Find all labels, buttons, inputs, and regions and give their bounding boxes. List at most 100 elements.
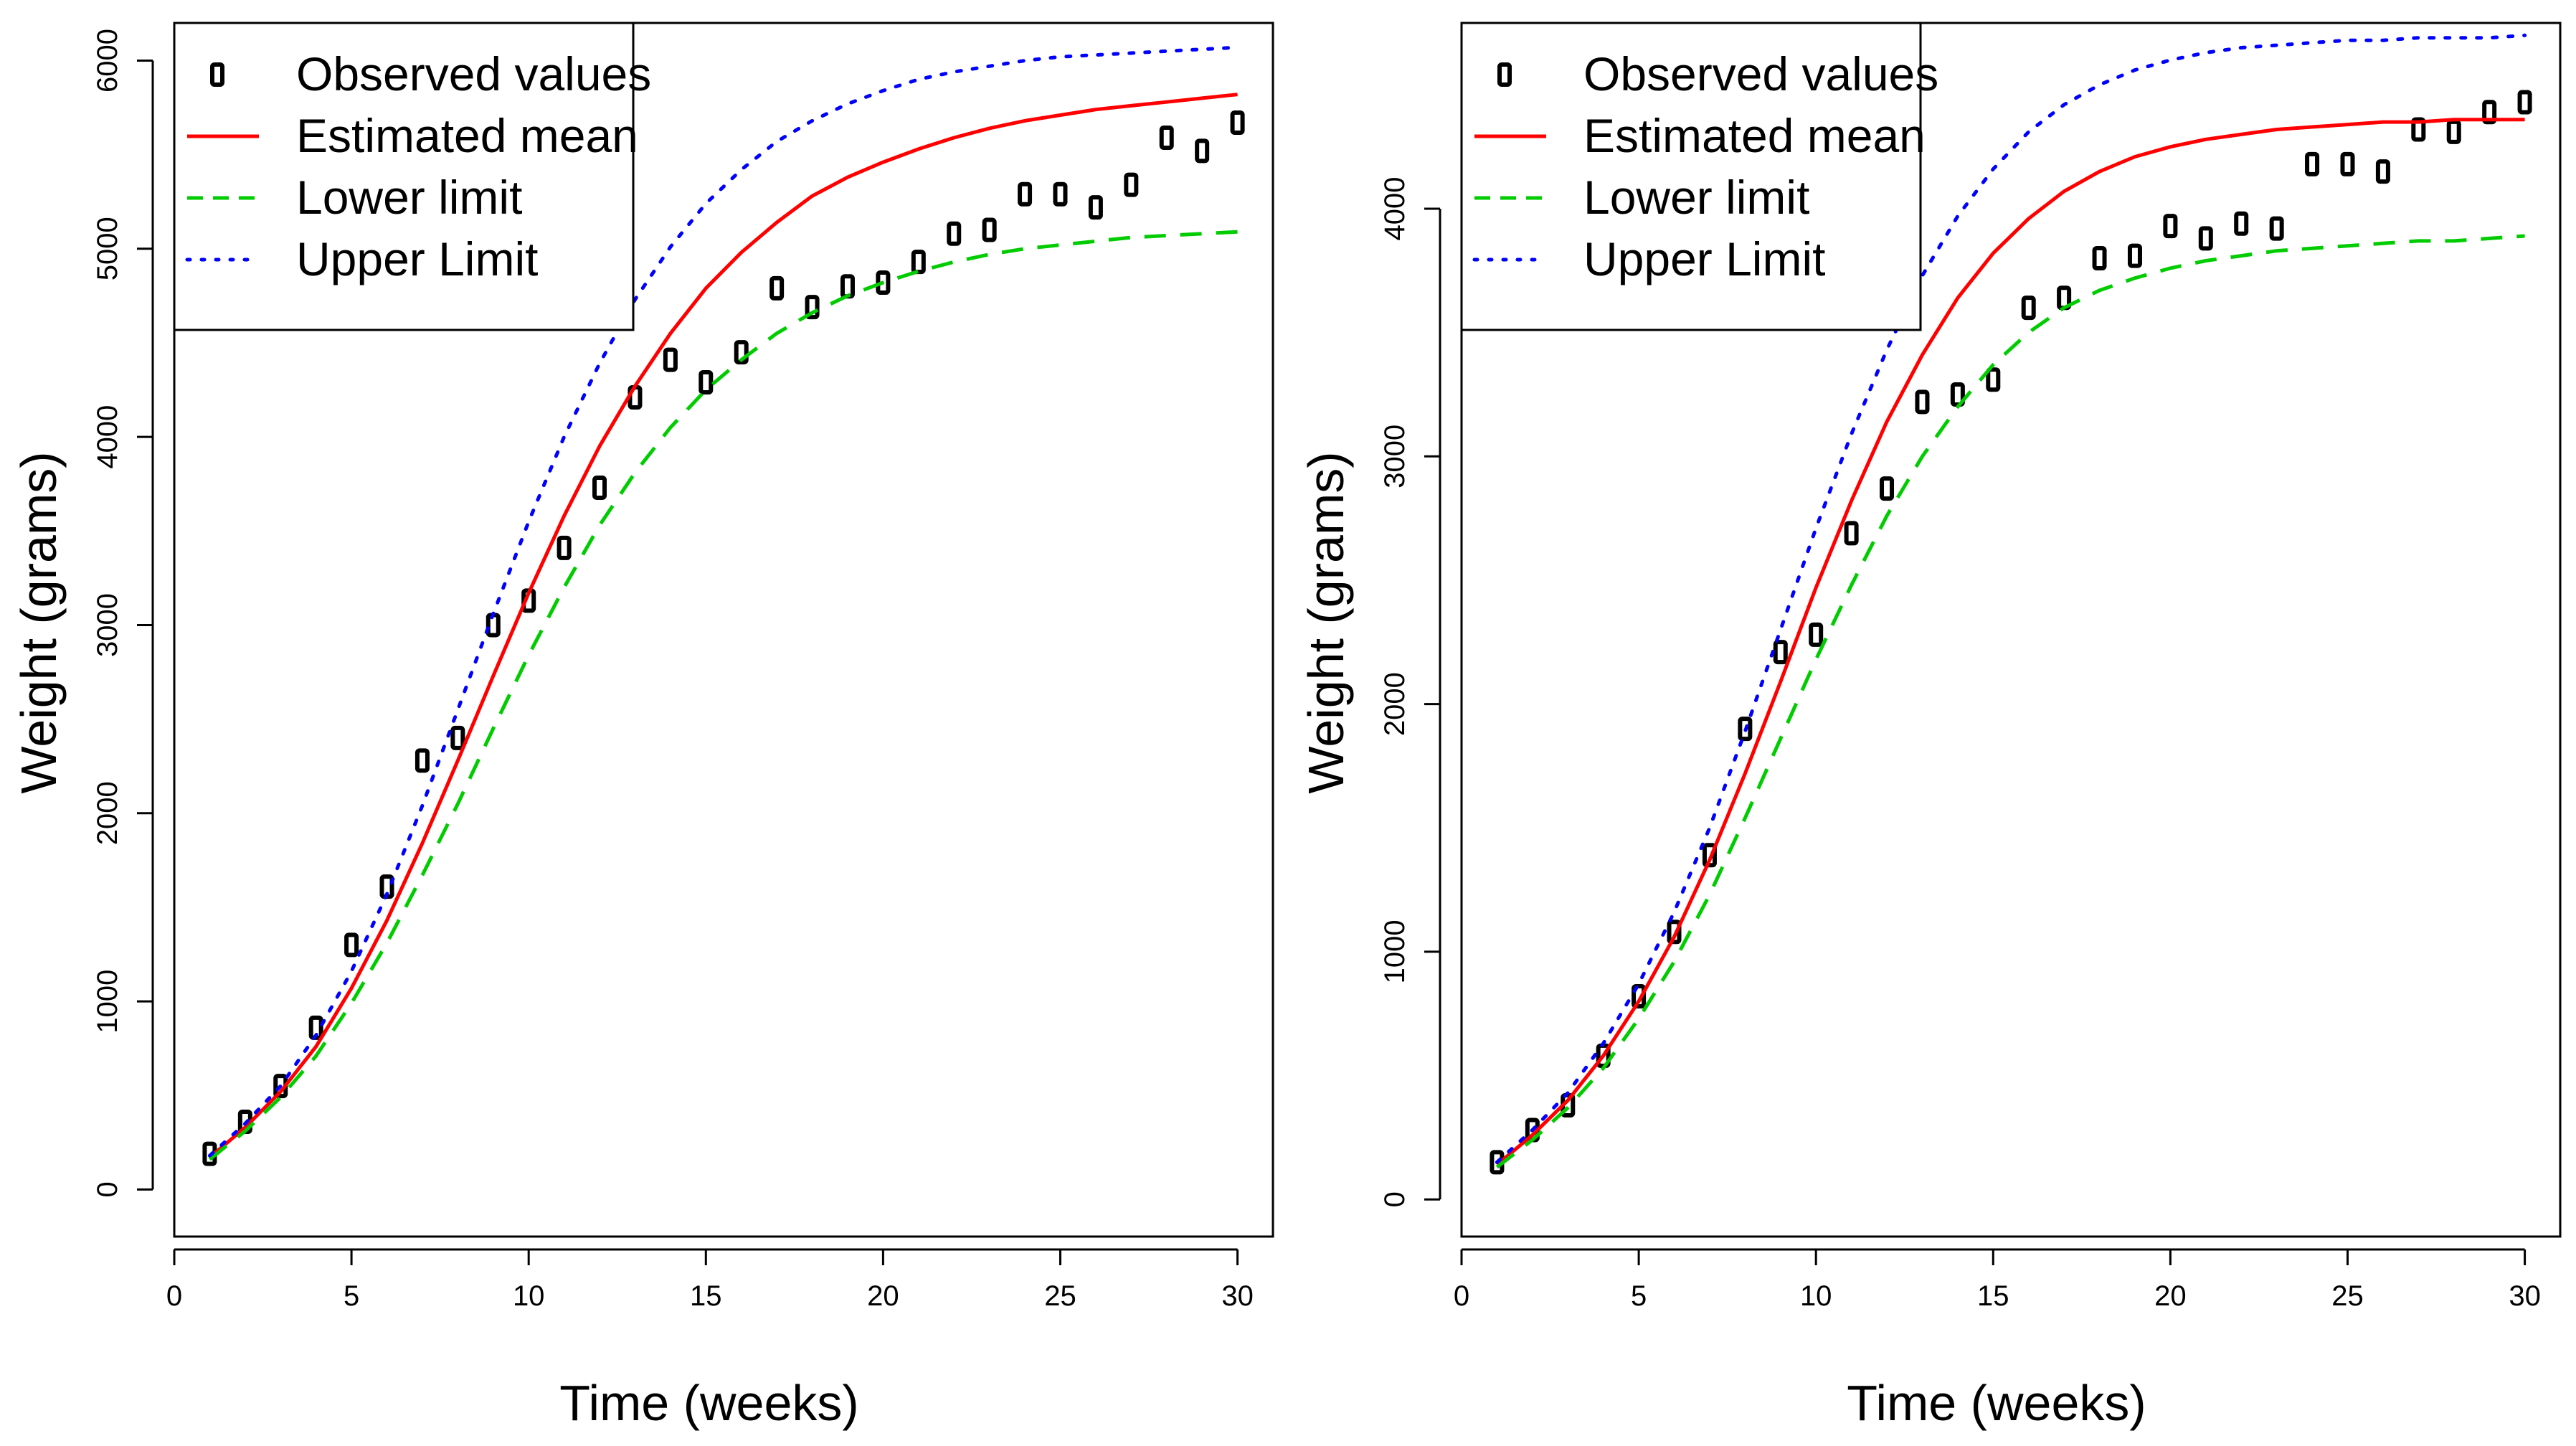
y-tick-label: 0	[1379, 1191, 1411, 1207]
x-tick-label: 20	[867, 1280, 899, 1312]
y-tick-label: 1000	[1379, 920, 1411, 983]
observed-point	[947, 221, 962, 246]
observed-point	[1124, 172, 1139, 197]
observed-point	[1809, 622, 1824, 647]
observed-point	[2411, 117, 2426, 142]
legend-label: Estimated mean	[1583, 109, 1926, 162]
observed-point	[1986, 367, 2001, 392]
observed-point	[805, 295, 820, 320]
observed-point	[911, 250, 926, 275]
y-tick-label: 5000	[92, 217, 123, 280]
x-tick-label: 15	[1977, 1280, 2009, 1312]
observed-point	[1632, 984, 1647, 1009]
left-chart-panel: 0 5 10 15 20 25 30 0 1000 2000 3000 4000 5000 6000 Tim…	[11, 22, 1274, 1431]
observed-point	[1018, 181, 1033, 207]
x-tick-label: 10	[513, 1280, 545, 1312]
legend-observed-icon	[210, 62, 224, 87]
y-axis-title: Weight (grams)	[11, 451, 67, 793]
legend-observed-icon	[1497, 62, 1512, 87]
observed-point	[450, 725, 465, 750]
observed-point	[1773, 640, 1788, 665]
x-tick-label: 15	[690, 1280, 722, 1312]
x-tick-label: 30	[1221, 1280, 1254, 1312]
legend-label: Upper Limit	[296, 232, 538, 285]
observed-point	[1844, 521, 1859, 546]
legend-label: Upper Limit	[1583, 232, 1825, 285]
observed-point	[2517, 90, 2532, 115]
lower-series-line	[1495, 234, 2525, 1169]
legend-box	[173, 22, 635, 331]
observed-point	[1915, 389, 1930, 415]
mean-series-line	[1495, 118, 2525, 1166]
x-axis-title: Time (weeks)	[559, 1375, 858, 1431]
observed-point	[2305, 151, 2320, 176]
x-tick-label: 10	[1800, 1280, 1832, 1312]
y-tick-label: 6000	[92, 29, 123, 93]
legend-label: Lower limit	[296, 171, 522, 224]
legend-label: Observed values	[1583, 47, 1938, 100]
observed-point	[663, 347, 678, 372]
plot-frame	[1460, 22, 2562, 1238]
legend-label: Observed values	[296, 47, 651, 100]
observed-point	[770, 275, 785, 301]
observed-point	[2127, 243, 2142, 268]
observed-point	[2021, 296, 2036, 321]
legend-label: Lower limit	[1583, 171, 1809, 224]
legend-label: Estimated mean	[296, 109, 638, 162]
y-tick-label: 4000	[1379, 176, 1411, 240]
lower-series-line	[208, 230, 1238, 1161]
observed-point	[2198, 226, 2213, 251]
legend: Observed values Estimated mean Lower limit…	[1460, 22, 1938, 331]
y-tick-label: 1000	[92, 970, 123, 1034]
y-tick-label: 4000	[92, 405, 123, 469]
x-tick-label: 5	[344, 1280, 359, 1312]
x-tick-label: 25	[2331, 1280, 2364, 1312]
observed-point	[2340, 151, 2355, 176]
y-tick-label: 3000	[92, 593, 123, 657]
observed-point	[2375, 159, 2390, 184]
observed-point	[1159, 126, 1174, 151]
legend: Observed values Estimated mean Lower limit…	[173, 22, 651, 331]
observed-point	[2163, 214, 2178, 239]
observed-point	[1088, 195, 1103, 220]
y-tick-label: 2000	[92, 781, 123, 845]
legend-box	[1460, 22, 1922, 331]
observed-point	[1702, 843, 1717, 868]
observed-point	[699, 370, 714, 395]
observed-point	[2092, 246, 2107, 271]
observed-point	[415, 748, 430, 773]
upper-series-line	[1495, 33, 2527, 1164]
x-axis-title: Time (weeks)	[1847, 1375, 2146, 1431]
observed-point	[2482, 100, 2497, 125]
x-tick-label: 20	[2154, 1280, 2187, 1312]
observed-point	[1667, 920, 1682, 945]
observed-point	[592, 475, 607, 500]
plot-frame	[173, 22, 1274, 1238]
observed-point	[1880, 476, 1895, 501]
y-axis-title: Weight (grams)	[1298, 451, 1354, 793]
observed-point	[734, 340, 749, 365]
observed-point	[1053, 181, 1068, 207]
observed-point	[557, 535, 572, 560]
mean-series-line	[208, 93, 1238, 1159]
observed-point	[2269, 216, 2284, 241]
right-chart-panel: 0 5 10 15 20 25 30 0 1000 2000 3000 4000 Time (weeks…	[1298, 22, 2562, 1431]
upper-series-line	[207, 45, 1240, 1158]
x-tick-label: 0	[1454, 1280, 1469, 1312]
observed-point	[840, 274, 855, 299]
y-tick-label: 2000	[1379, 672, 1411, 736]
observed-point	[1195, 138, 1210, 164]
observed-point	[1230, 110, 1245, 136]
observed-point	[2234, 211, 2249, 236]
x-tick-label: 5	[1631, 1280, 1647, 1312]
observed-point	[982, 217, 997, 242]
observed-point	[2446, 119, 2461, 144]
observed-point	[344, 932, 359, 958]
x-tick-label: 30	[2509, 1280, 2541, 1312]
observed-point	[1738, 717, 1753, 742]
x-tick-label: 0	[166, 1280, 182, 1312]
y-tick-label: 3000	[1379, 425, 1411, 488]
x-tick-label: 25	[1044, 1280, 1076, 1312]
y-tick-label: 0	[92, 1181, 123, 1197]
